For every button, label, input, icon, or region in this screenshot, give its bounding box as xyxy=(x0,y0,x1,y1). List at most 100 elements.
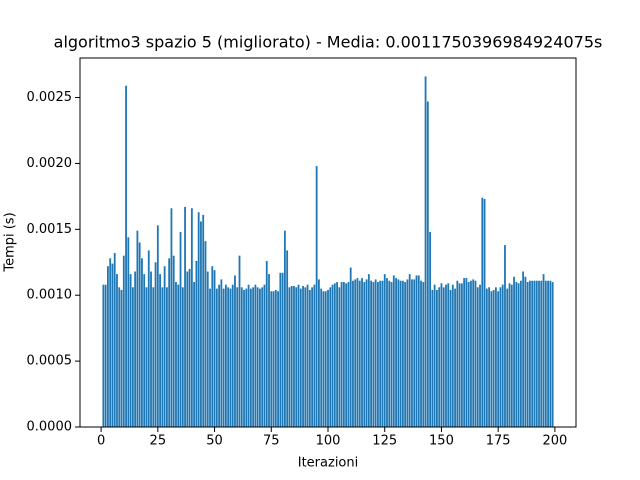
bar xyxy=(215,288,218,427)
bar xyxy=(200,221,202,427)
bar xyxy=(408,274,411,427)
bar xyxy=(458,283,461,427)
bar xyxy=(143,274,146,427)
bar xyxy=(401,280,404,427)
bar xyxy=(145,287,148,427)
bar xyxy=(497,291,500,427)
bar xyxy=(224,284,227,427)
bar xyxy=(109,258,112,427)
bar xyxy=(116,274,118,427)
bar xyxy=(336,282,338,427)
bar xyxy=(533,280,536,427)
bar xyxy=(447,283,450,427)
bar xyxy=(377,282,379,427)
bar xyxy=(304,287,307,427)
bar xyxy=(370,280,373,427)
bar xyxy=(311,287,314,427)
bar xyxy=(295,287,298,427)
bar xyxy=(456,280,459,427)
bar xyxy=(327,289,329,427)
x-tick-label: 25 xyxy=(150,434,167,449)
bar xyxy=(195,260,198,427)
bar xyxy=(320,288,323,427)
bar xyxy=(150,271,152,427)
bar xyxy=(474,280,477,427)
bar xyxy=(170,208,173,427)
bar xyxy=(352,280,354,427)
bar xyxy=(286,250,289,427)
bar xyxy=(259,288,261,427)
bar xyxy=(488,287,491,427)
bar xyxy=(481,197,484,427)
x-tick-label: 50 xyxy=(206,434,223,449)
bar xyxy=(159,274,162,427)
x-axis-label: Iterazioni xyxy=(298,456,358,471)
bar xyxy=(347,282,350,427)
bar xyxy=(372,282,375,427)
bar xyxy=(209,288,211,427)
bar xyxy=(104,284,107,427)
bar xyxy=(240,287,243,427)
bar xyxy=(254,284,257,427)
bar xyxy=(411,279,413,427)
bar xyxy=(499,287,502,427)
bar xyxy=(288,287,291,427)
bar xyxy=(367,274,370,427)
bar xyxy=(465,278,468,427)
bar xyxy=(390,282,393,427)
bar xyxy=(551,282,554,427)
x-tick-label: 0 xyxy=(97,434,105,449)
bar xyxy=(349,267,352,427)
bar xyxy=(204,241,207,427)
bar xyxy=(181,287,184,427)
bar xyxy=(175,282,177,427)
bar xyxy=(438,287,441,427)
bar xyxy=(338,287,341,427)
bar xyxy=(472,279,475,427)
bar xyxy=(231,284,234,427)
bar xyxy=(122,255,125,427)
bar xyxy=(395,278,397,427)
bar xyxy=(265,260,268,427)
bar xyxy=(190,208,193,427)
bar xyxy=(125,85,127,428)
bar xyxy=(510,284,513,427)
bar xyxy=(415,275,418,427)
bar xyxy=(420,280,422,427)
bar xyxy=(202,214,205,427)
bar xyxy=(429,231,432,427)
bar xyxy=(134,271,137,427)
bar xyxy=(290,285,293,427)
bar xyxy=(440,283,443,427)
bar xyxy=(422,282,425,427)
bar xyxy=(519,280,522,427)
bar xyxy=(333,283,336,427)
bar xyxy=(322,291,325,427)
bar xyxy=(141,258,143,427)
bar xyxy=(274,289,277,427)
bar xyxy=(538,280,540,427)
bar xyxy=(492,289,495,427)
bar xyxy=(522,271,525,427)
bar xyxy=(454,288,456,427)
bar xyxy=(118,287,121,427)
bar xyxy=(161,287,164,427)
bar xyxy=(363,282,366,427)
bar xyxy=(136,230,139,427)
bar xyxy=(279,272,282,427)
bar xyxy=(388,280,391,427)
x-tick-label: 75 xyxy=(263,434,280,449)
bar xyxy=(283,230,286,427)
bar xyxy=(404,282,407,427)
bar xyxy=(193,282,196,427)
bar xyxy=(234,275,236,427)
y-tick-label: 0.0000 xyxy=(27,420,73,435)
bar xyxy=(431,289,434,427)
bar xyxy=(524,276,527,427)
bar xyxy=(365,279,368,427)
bar xyxy=(113,253,116,427)
bar xyxy=(172,255,175,427)
bar xyxy=(329,287,332,427)
y-tick-label: 0.0015 xyxy=(27,222,73,237)
